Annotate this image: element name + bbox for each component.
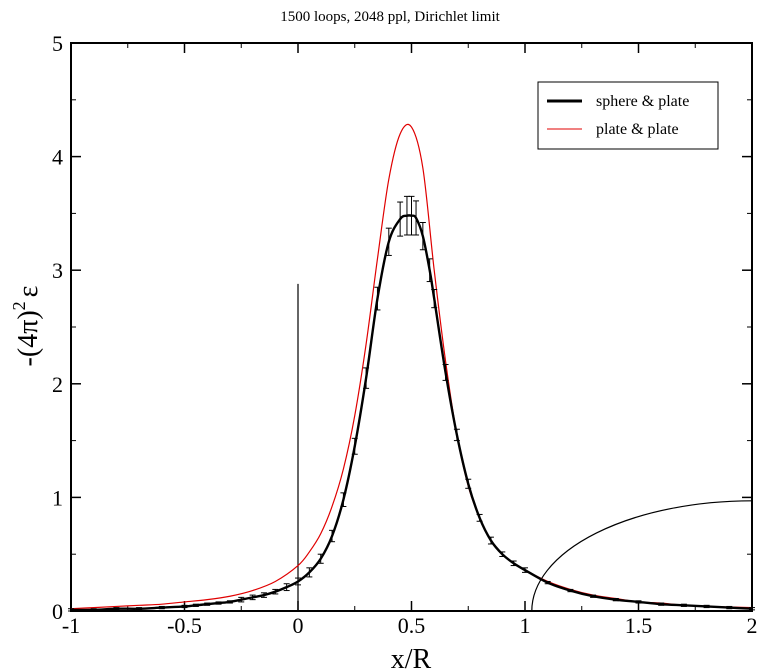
x-tick-label: 2 xyxy=(747,613,758,638)
y-tick-label: 5 xyxy=(52,31,63,56)
y-tick-label: 0 xyxy=(52,599,63,624)
x-tick-label: 0 xyxy=(293,613,304,638)
series-line-sphere-plate xyxy=(70,214,753,612)
y-tick-label: 2 xyxy=(52,372,63,397)
x-tick-label: 1.5 xyxy=(625,613,653,638)
y-axis-label-base: -(4π) xyxy=(13,310,44,366)
x-axis-label: x/R xyxy=(391,644,432,671)
x-tick-label: 0.5 xyxy=(398,613,426,638)
x-tick-label: -1 xyxy=(62,613,80,638)
plot-area xyxy=(68,123,755,612)
legend: sphere & plate plate & plate xyxy=(537,81,719,150)
chart-title: 1500 loops, 2048 ppl, Dirichlet limit xyxy=(280,9,500,25)
y-tick-label: 1 xyxy=(52,485,63,510)
x-tick-label: -0.5 xyxy=(167,613,202,638)
legend-box xyxy=(537,81,719,150)
y-axis: 0 1 2 3 4 5 xyxy=(52,31,752,624)
y-tick-label: 3 xyxy=(52,258,63,283)
x-axis: -1 -0.5 0 0.5 1 1.5 2 xyxy=(62,43,758,638)
legend-label-sphere-plate: sphere & plate xyxy=(596,93,689,110)
y-axis-label-exponent: 2 xyxy=(9,301,29,310)
y-axis-label-symbol: ε xyxy=(13,286,44,298)
x-tick-label: 1 xyxy=(520,613,531,638)
legend-label-plate-plate: plate & plate xyxy=(596,121,679,138)
sphere-outline-arc xyxy=(531,500,753,612)
y-tick-label: 4 xyxy=(52,145,63,170)
y-axis-label: -(4π)2 ε xyxy=(9,286,44,367)
